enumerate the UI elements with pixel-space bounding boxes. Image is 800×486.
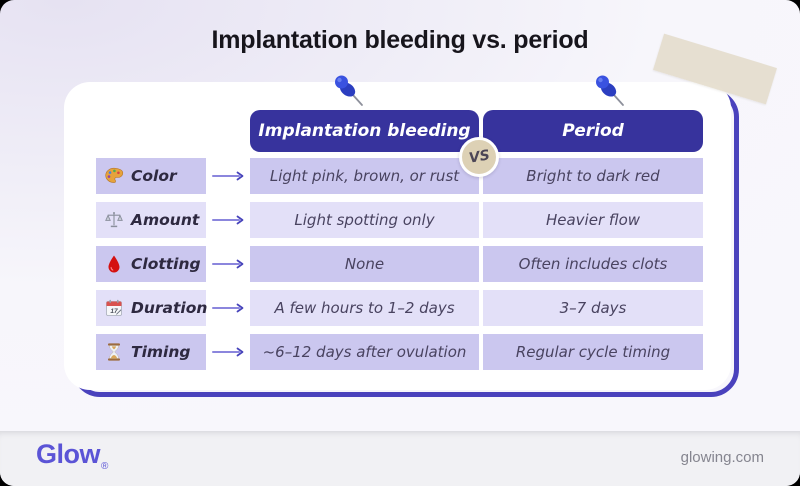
cell-period: Heavier flow — [483, 202, 703, 238]
column-header-period: Period — [483, 110, 703, 152]
cell-period: Regular cycle timing — [483, 334, 703, 370]
scale-icon — [104, 210, 124, 230]
row-label-text: Color — [131, 167, 177, 185]
row-label: Amount — [96, 202, 244, 238]
row-label-text: Amount — [131, 211, 200, 229]
comparison-card: Implantation bleeding Period VS Color Amo… — [64, 75, 731, 390]
glow-logo: Glow® — [36, 439, 108, 472]
arrow-right-icon — [212, 346, 246, 358]
svg-text:17: 17 — [110, 308, 118, 315]
cell-implantation: Light spotting only — [250, 202, 479, 238]
palette-icon — [104, 166, 124, 186]
cell-implantation: A few hours to 1–2 days — [250, 290, 479, 326]
cell-period: Bright to dark red — [483, 158, 703, 194]
period-column: Bright to dark red Heavier flow Often incl… — [483, 158, 703, 370]
pushpin-icon — [328, 72, 370, 114]
page-title: Implantation bleeding vs. period — [211, 26, 589, 54]
label-column: Color Amount Clotting 17 Duration Timing — [96, 158, 244, 370]
blood-drop-icon — [104, 254, 124, 274]
arrow-right-icon — [212, 302, 246, 314]
vs-badge: VS — [459, 137, 499, 177]
row-label: Clotting — [96, 246, 244, 282]
cell-implantation: None — [250, 246, 479, 282]
hourglass-icon — [104, 342, 124, 362]
row-label-text: Clotting — [131, 255, 201, 273]
cell-period: 3–7 days — [483, 290, 703, 326]
row-label: 17 Duration — [96, 290, 244, 326]
implantation-column: Light pink, brown, or rust Light spotting… — [250, 158, 479, 370]
cell-implantation: Light pink, brown, or rust — [250, 158, 479, 194]
row-label-text: Timing — [131, 343, 191, 361]
registered-mark: ® — [101, 461, 108, 472]
arrow-right-icon — [212, 170, 246, 182]
calendar-icon: 17 — [104, 298, 124, 318]
footer-bar: Glow® glowing.com — [0, 431, 800, 486]
cell-implantation: ~6–12 days after ovulation — [250, 334, 479, 370]
column-header-implantation: Implantation bleeding — [250, 110, 479, 152]
row-label: Color — [96, 158, 244, 194]
row-label: Timing — [96, 334, 244, 370]
row-label-text: Duration — [131, 299, 208, 317]
footer-website: glowing.com — [680, 449, 764, 466]
arrow-right-icon — [212, 214, 246, 226]
cell-period: Often includes clots — [483, 246, 703, 282]
arrow-right-icon — [212, 258, 246, 270]
pushpin-icon — [589, 72, 631, 114]
